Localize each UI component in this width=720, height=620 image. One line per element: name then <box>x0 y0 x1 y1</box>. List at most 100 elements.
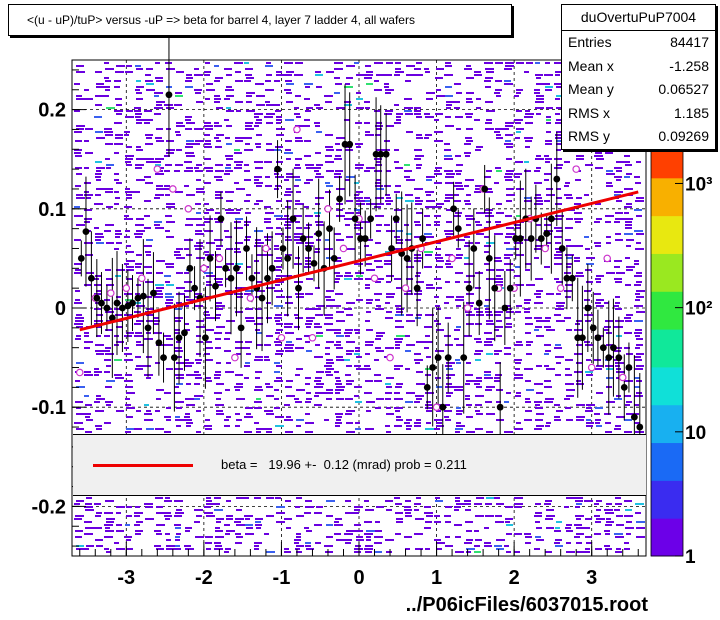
heatmap-cell <box>545 83 550 85</box>
heatmap-cell <box>305 431 313 433</box>
heatmap-cell <box>216 383 224 385</box>
heatmap-cell <box>376 122 382 124</box>
heatmap-cell <box>465 137 472 139</box>
heatmap-cell <box>424 326 432 328</box>
heatmap-cell <box>494 497 500 499</box>
heatmap-cell <box>344 539 352 541</box>
heatmap-cell <box>506 305 511 307</box>
heatmap-cell <box>155 362 160 364</box>
heatmap-cell <box>535 74 543 76</box>
heatmap-cell <box>445 317 451 319</box>
heatmap-cell <box>74 110 80 112</box>
heatmap-cell <box>314 251 320 253</box>
heatmap-cell <box>295 179 301 181</box>
heatmap-cell <box>134 335 143 337</box>
heatmap-cell <box>215 194 221 196</box>
heatmap-cell <box>124 380 133 382</box>
heatmap-cell <box>116 65 125 67</box>
heatmap-cell <box>625 320 632 322</box>
heatmap-cell <box>286 176 295 178</box>
heatmap-cell <box>104 548 109 550</box>
heatmap-cell <box>506 200 512 202</box>
heatmap-cell <box>474 74 482 76</box>
heatmap-cell <box>244 137 252 139</box>
heatmap-cell <box>556 188 561 190</box>
heatmap-cell <box>205 428 212 430</box>
heatmap-cell <box>486 323 494 325</box>
black-point <box>237 324 245 332</box>
heatmap-cell <box>544 224 551 226</box>
heatmap-cell <box>414 401 420 403</box>
heatmap-cell <box>614 149 621 151</box>
heatmap-cell <box>615 497 621 499</box>
heatmap-cell <box>205 341 212 343</box>
heatmap-cell <box>455 359 460 361</box>
heatmap-cell <box>105 311 114 313</box>
heatmap-cell <box>394 74 400 76</box>
heatmap-cell <box>235 347 244 349</box>
heatmap-cell <box>75 380 80 382</box>
heatmap-cell <box>356 200 365 202</box>
heatmap-cell <box>365 284 370 286</box>
heatmap-cell <box>204 314 210 316</box>
black-point <box>206 255 214 262</box>
heatmap-cell <box>294 236 300 238</box>
heatmap-cell <box>196 191 205 193</box>
heatmap-cell <box>535 62 540 64</box>
heatmap-cell <box>196 224 205 226</box>
heatmap-cell <box>244 497 249 499</box>
heatmap-cell <box>354 224 361 226</box>
heatmap-cell <box>146 137 152 139</box>
heatmap-cell <box>556 410 563 412</box>
heatmap-cell <box>406 320 415 322</box>
heatmap-cell <box>125 251 134 253</box>
heatmap-cell <box>105 347 111 349</box>
heatmap-cell <box>545 350 551 352</box>
black-point <box>589 324 597 332</box>
heatmap-cell <box>184 161 192 163</box>
heatmap-cell <box>226 515 233 517</box>
heatmap-cell <box>475 149 481 151</box>
black-point <box>227 274 235 282</box>
heatmap-cell <box>446 374 455 376</box>
colorbar-tick-label: 10³ <box>685 174 712 195</box>
black-point <box>584 304 592 312</box>
heatmap-cell <box>336 188 345 190</box>
heatmap-cell <box>294 107 299 109</box>
heatmap-cell <box>295 95 301 97</box>
heatmap-cell <box>306 236 313 238</box>
heatmap-cell <box>294 326 300 328</box>
heatmap-cell <box>96 86 105 88</box>
heatmap-cell <box>585 344 593 346</box>
heatmap-cell <box>335 83 342 85</box>
black-point <box>605 354 613 361</box>
heatmap-cell <box>345 335 350 337</box>
heatmap-cell <box>224 524 230 526</box>
heatmap-cell <box>135 506 140 508</box>
heatmap-cell <box>636 536 645 538</box>
heatmap-cell <box>214 122 219 124</box>
heatmap-cell <box>546 527 554 529</box>
heatmap-cell <box>394 236 400 238</box>
heatmap-cell <box>335 392 340 394</box>
heatmap-cell <box>125 524 130 526</box>
heatmap-cell <box>484 341 492 343</box>
heatmap-cell <box>315 71 321 73</box>
heatmap-cell <box>625 224 632 226</box>
heatmap-cell <box>625 227 632 229</box>
heatmap-cell <box>284 548 289 550</box>
heatmap-cell <box>415 200 423 202</box>
heatmap-cell <box>555 215 564 217</box>
heatmap-cell <box>186 383 191 385</box>
heatmap-cell <box>535 512 542 514</box>
stats-row-mean-x: Mean x -1.258 <box>562 55 715 79</box>
heatmap-cell <box>515 122 521 124</box>
heatmap-cell <box>315 197 324 199</box>
heatmap-cell <box>345 149 353 151</box>
heatmap-cell <box>75 536 82 538</box>
heatmap-cell <box>254 113 263 115</box>
heatmap-cell <box>184 239 193 241</box>
heatmap-cell <box>595 167 603 169</box>
heatmap-cell <box>156 287 164 289</box>
heatmap-cell <box>254 116 259 118</box>
